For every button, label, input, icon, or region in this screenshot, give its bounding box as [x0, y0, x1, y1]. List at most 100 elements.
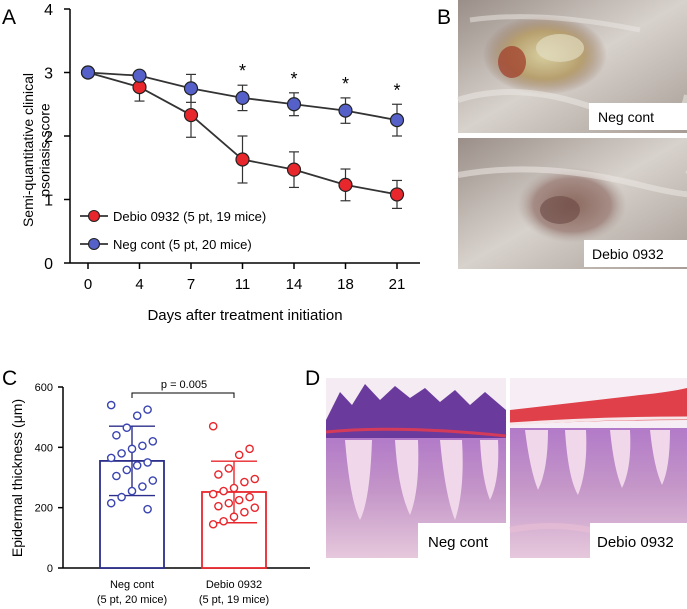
data-point: [112, 430, 121, 440]
panel-c-category-sublabel: (5 pt, 20 mice): [97, 594, 167, 606]
data-point-blue: [389, 113, 405, 128]
significance-asterisk: *: [393, 80, 400, 100]
data-point-red: [286, 162, 302, 177]
panel-c-category-sublabel: (5 pt, 19 mice): [199, 594, 269, 606]
panel-a-x-tick-label: 0: [84, 276, 92, 293]
data-point: [122, 465, 132, 475]
photo-b-label-debio: Debio 0932: [592, 246, 664, 262]
panel-c-y-axis-label: Epidermal thickness (μm): [9, 399, 25, 557]
data-point: [208, 519, 218, 529]
panel-c-category-label: Neg cont: [110, 579, 154, 591]
data-point: [143, 405, 152, 414]
data-point: [240, 507, 249, 517]
panel-a-y-tick-label: 1: [44, 193, 53, 210]
panel-a-x-tick-label: 21: [389, 276, 406, 293]
data-point: [117, 449, 126, 458]
panel-c-y-tick-label: 0: [47, 563, 53, 575]
panel-a-x-axis-label: Days after treatment initiation: [147, 307, 342, 324]
panel-c-bars: [99, 400, 267, 569]
data-point: [240, 477, 249, 487]
panel-a-y-ticks: 0 1 2 3 4: [44, 2, 70, 273]
panel-a-legend: Debio 0932 (5 pt, 19 mice) Neg cont (5 pt…: [80, 209, 266, 252]
data-point: [219, 486, 228, 496]
panel-a-y-axis-label: Semi-quantitative clinicalpsoriasis scor…: [20, 73, 52, 227]
panel-c-y-tick-label: 400: [35, 442, 53, 454]
data-point: [138, 482, 147, 491]
panel-b-letter: B: [437, 6, 451, 29]
panel-a-y-tick-label: 4: [44, 2, 53, 19]
photo-b-label-neg-cont: Neg cont: [598, 109, 654, 125]
data-point: [224, 464, 234, 473]
data-point: [106, 453, 116, 463]
significance-asterisk: *: [290, 69, 297, 89]
panel-a: A 0 1 2 3 4 0 4 7 11 14 18 21 Semi-quantitative cl…: [2, 2, 420, 324]
data-point: [245, 444, 254, 454]
data-point: [106, 400, 116, 410]
data-point: [250, 474, 260, 484]
significance-asterisk: *: [239, 61, 246, 81]
panel-a-letter: A: [2, 6, 16, 29]
photo-debio-mouse: Debio 0932: [457, 138, 687, 269]
data-point: [138, 441, 147, 451]
panel-a-x-tick-label: 11: [235, 276, 251, 293]
data-point: [224, 498, 234, 508]
histology-label-debio: Debio 0932: [597, 534, 674, 551]
panel-d: D Neg cont Debio 0932: [305, 367, 687, 558]
data-point: [229, 512, 239, 522]
data-point-blue: [338, 103, 353, 118]
panel-a-x-tick-label: 4: [135, 276, 143, 293]
data-point: [148, 436, 158, 446]
data-point: [143, 504, 152, 514]
panel-a-x-tick-label: 7: [187, 276, 195, 293]
data-point: [112, 471, 121, 481]
data-point: [122, 423, 132, 433]
data-point-blue: [183, 81, 199, 96]
panel-c-y-tick-label: 600: [35, 382, 53, 394]
legend-marker-blue: [87, 237, 101, 251]
panel-a-series: [80, 65, 405, 209]
histology-neg-cont: Neg cont: [325, 378, 507, 558]
data-point-red: [235, 152, 250, 167]
panel-c: C 0 200 400 600 Epidermal thickness (μm) Ne…: [2, 367, 310, 606]
panel-a-x-tick-label: 14: [286, 276, 303, 293]
data-point-red: [183, 107, 199, 123]
data-point-red: [389, 187, 405, 202]
panel-a-x-tick-label: 18: [337, 276, 354, 293]
histology-debio: Debio 0932: [509, 378, 687, 558]
panel-b: B Neg cont Debio 0932: [437, 0, 687, 269]
data-point: [208, 421, 218, 431]
data-point-blue: [286, 97, 302, 112]
panel-a-y-tick-label: 3: [44, 66, 53, 83]
legend-label-red: Debio 0932 (5 pt, 19 mice): [113, 209, 266, 224]
data-point: [234, 450, 244, 460]
data-point: [132, 411, 142, 420]
data-point-blue: [80, 65, 96, 80]
data-point: [127, 486, 137, 496]
data-point: [245, 492, 254, 502]
panel-c-letter: C: [2, 367, 17, 390]
panel-c-y-tick-label: 200: [35, 503, 53, 515]
data-point: [219, 516, 228, 526]
significance-asterisk: *: [342, 74, 349, 94]
p-value-annotation: p = 0.005: [161, 379, 207, 391]
data-point: [148, 476, 158, 485]
data-point: [214, 501, 223, 511]
data-point: [106, 498, 116, 508]
legend-label-blue: Neg cont (5 pt, 20 mice): [113, 237, 252, 252]
data-point: [132, 461, 142, 470]
data-point: [234, 495, 244, 505]
data-point-blue: [235, 90, 250, 106]
data-point: [117, 492, 126, 502]
panel-a-y-tick-label: 0: [44, 256, 53, 273]
data-point: [250, 503, 260, 512]
legend-marker-red: [87, 209, 101, 223]
data-point: [127, 444, 137, 454]
photo-neg-cont-mouse: Neg cont: [457, 0, 687, 133]
data-point-red: [338, 177, 353, 192]
panel-d-letter: D: [305, 367, 320, 390]
panel-c-category-label: Debio 0932: [206, 579, 262, 591]
data-point: [208, 489, 218, 499]
data-point: [143, 458, 152, 467]
data-point: [229, 483, 239, 493]
